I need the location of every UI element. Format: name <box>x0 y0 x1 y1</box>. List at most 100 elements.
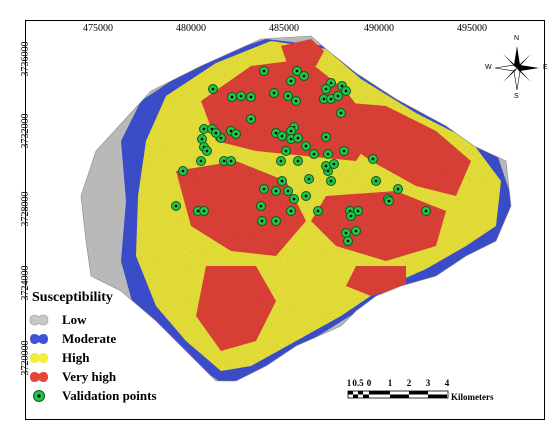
x-tick-label: 475000 <box>83 23 113 34</box>
y-tick-label: 3732000 <box>20 113 31 149</box>
y-tick-label: 3736000 <box>20 41 31 77</box>
validation-point-center <box>181 169 185 173</box>
validation-point-center <box>322 97 326 101</box>
x-tick-label: 480000 <box>176 23 206 34</box>
legend-item-moderate: Moderate <box>28 329 157 348</box>
validation-point-center <box>342 149 346 153</box>
validation-point-center <box>222 159 226 163</box>
validation-point-center <box>200 137 204 141</box>
legend-swatch-high <box>30 352 48 363</box>
validation-point-center <box>312 152 316 156</box>
validation-point-center <box>202 127 206 131</box>
validation-point-center <box>259 204 263 208</box>
validation-point-center <box>219 136 223 140</box>
validation-point-center <box>205 149 209 153</box>
scale-label: 4 <box>444 378 450 388</box>
scale-bar: 1 0.5 0 1 2 3 4 Kilometers <box>346 378 506 408</box>
scale-label: 1 <box>346 378 352 388</box>
validation-point-center <box>356 209 360 213</box>
validation-point-center <box>324 87 328 91</box>
legend-label: Low <box>62 311 87 327</box>
scale-label: 2 <box>406 378 412 388</box>
scale-label: 0 <box>366 378 372 388</box>
validation-point-center <box>284 149 288 153</box>
legend-swatch-very-high <box>30 371 48 382</box>
validation-point-center <box>274 131 278 135</box>
validation-point-center <box>214 131 218 135</box>
validation-point-center <box>286 94 290 98</box>
south-label: S <box>514 93 519 100</box>
validation-point-center <box>339 111 343 115</box>
validation-point-center <box>396 187 400 191</box>
legend-item-validation: Validation points <box>28 386 157 405</box>
validation-point-center <box>286 189 290 193</box>
validation-point-center <box>234 132 238 136</box>
validation-point-center <box>329 81 333 85</box>
validation-point-center <box>229 159 233 163</box>
validation-point-center <box>292 197 296 201</box>
validation-point-center <box>230 95 234 99</box>
legend-label: Very high <box>62 368 117 384</box>
validation-point-center <box>294 99 298 103</box>
validation-point-center <box>279 159 283 163</box>
validation-point-center <box>374 179 378 183</box>
validation-point-center <box>295 69 299 73</box>
validation-point-center <box>174 204 178 208</box>
validation-point-center <box>387 199 391 203</box>
validation-point-center <box>249 117 253 121</box>
validation-point-center <box>274 219 278 223</box>
validation-point-center <box>371 157 375 161</box>
scale-label: 3 <box>425 378 431 388</box>
north-label: N <box>514 35 520 42</box>
validation-point-center <box>280 134 284 138</box>
validation-point-center <box>199 159 203 163</box>
validation-points-layer <box>171 66 431 246</box>
validation-point-center <box>289 79 293 83</box>
scale-bar-graphic <box>347 390 449 399</box>
validation-point-center <box>329 97 333 101</box>
validation-point-center <box>324 135 328 139</box>
validation-point-center <box>304 144 308 148</box>
validation-point-center <box>239 94 243 98</box>
x-tick-label: 485000 <box>269 23 299 34</box>
validation-point-center <box>332 162 336 166</box>
validation-point-center <box>289 129 293 133</box>
validation-point-center <box>262 69 266 73</box>
validation-point-center <box>346 239 350 243</box>
legend-label: Validation points <box>62 387 157 403</box>
legend-swatch-validation <box>33 389 45 402</box>
validation-point-center <box>289 137 293 141</box>
legend-label: High <box>62 349 90 365</box>
validation-point-center <box>326 152 330 156</box>
validation-point-center <box>424 209 428 213</box>
x-tick-label: 490000 <box>364 23 394 34</box>
north-arrow: N S W E <box>485 35 548 100</box>
validation-point-center <box>304 194 308 198</box>
validation-point-center <box>324 164 328 168</box>
west-label: W <box>485 64 492 71</box>
validation-point-center <box>289 209 293 213</box>
validation-point-center <box>280 179 284 183</box>
legend-label: Moderate <box>62 330 117 346</box>
susceptibility-map <box>80 35 512 382</box>
validation-point-center <box>296 159 300 163</box>
legend-item-high: High <box>28 348 157 367</box>
y-tick-label: 3728000 <box>20 191 31 227</box>
validation-point-center <box>196 209 200 213</box>
validation-point-center <box>249 95 253 99</box>
validation-point-center <box>296 136 300 140</box>
legend: Susceptibility Low Moderate High Very hi… <box>28 290 157 405</box>
legend-swatch-low <box>29 314 49 325</box>
scale-unit-label: Kilometers <box>451 392 494 402</box>
validation-point-center <box>262 187 266 191</box>
validation-point-center <box>260 219 264 223</box>
study-area-boundary <box>80 35 512 382</box>
validation-point-center <box>274 189 278 193</box>
legend-title: Susceptibility <box>32 290 113 305</box>
validation-point-center <box>344 231 348 235</box>
validation-point-center <box>336 94 340 98</box>
scale-label: 1 <box>387 378 393 388</box>
validation-point-center <box>307 177 311 181</box>
legend-item-low: Low <box>28 310 157 329</box>
validation-point-center <box>329 179 333 183</box>
